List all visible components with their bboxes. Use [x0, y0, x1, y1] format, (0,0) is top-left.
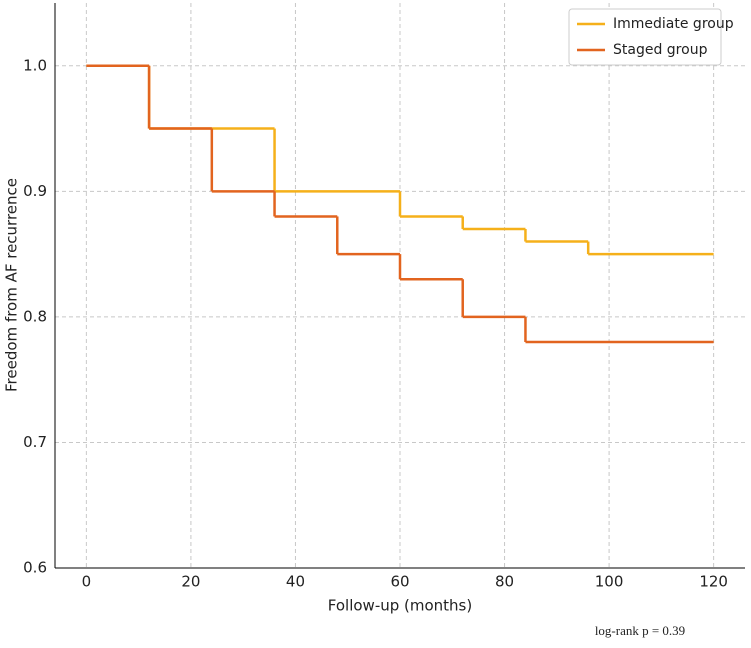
x-tick-label: 80 — [495, 573, 514, 591]
y-tick-label: 0.8 — [23, 307, 47, 325]
y-tick-label: 1.0 — [23, 56, 47, 74]
x-tick-label: 120 — [699, 573, 728, 591]
y-tick-label: 0.9 — [23, 182, 47, 200]
y-tick-label: 0.7 — [23, 433, 47, 451]
x-tick-label: 0 — [82, 573, 92, 591]
legend-box — [568, 8, 722, 66]
legend-label: Staged group — [613, 42, 708, 58]
legend-label: Immediate group — [613, 16, 734, 32]
annotation: log-rank p = 0.39 — [595, 623, 685, 638]
y-tick-label: 0.6 — [23, 559, 47, 577]
y-axis-label: Freedom from AF recurrence — [3, 178, 21, 392]
x-tick-label: 40 — [286, 573, 305, 591]
x-tick-label: 60 — [390, 573, 409, 591]
x-axis-label: Follow-up (months) — [328, 597, 472, 615]
x-tick-label: 100 — [595, 573, 624, 591]
x-tick-label: 20 — [181, 573, 200, 591]
